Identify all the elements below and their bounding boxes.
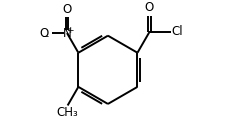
Text: N: N — [63, 27, 71, 40]
Text: −: − — [41, 31, 49, 40]
Text: O: O — [62, 3, 72, 16]
Text: O: O — [145, 1, 154, 14]
Text: CH₃: CH₃ — [57, 107, 79, 119]
Text: Cl: Cl — [171, 25, 183, 38]
Text: O: O — [40, 27, 49, 40]
Text: +: + — [66, 26, 73, 35]
